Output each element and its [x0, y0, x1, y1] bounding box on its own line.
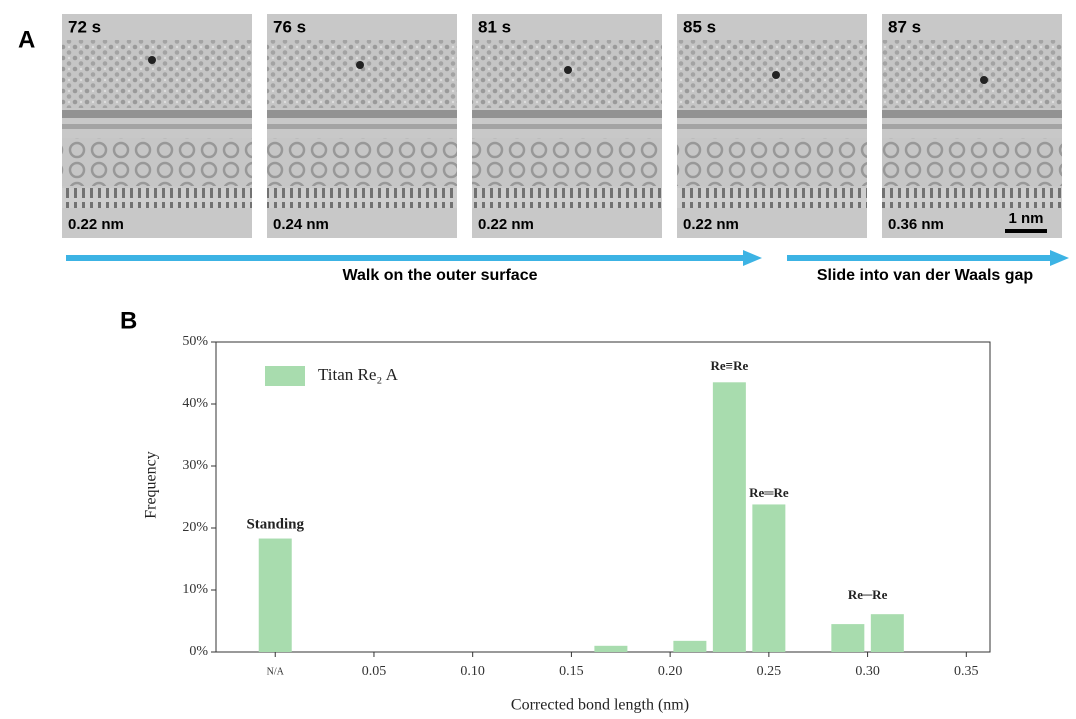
wall-band: [882, 124, 1062, 129]
y-tick-label: 30%: [182, 458, 208, 473]
frame-bond-length: 0.24 nm: [273, 216, 329, 233]
x-tick-label: 0.20: [658, 664, 683, 679]
x-tick-label: 0.10: [460, 664, 485, 679]
arrow-head: [743, 250, 762, 266]
y-axis-title: Frequency: [143, 451, 160, 519]
x-tick-label: N/A: [267, 666, 285, 677]
wall-band: [267, 124, 457, 129]
legend-swatch: [265, 366, 305, 386]
annotation: Re≡Re: [711, 358, 749, 373]
atom-pair: [772, 71, 780, 79]
y-tick-label: 10%: [182, 582, 208, 597]
ring-region: [472, 138, 662, 186]
atom-pair: [980, 76, 988, 84]
annotation: Re─Re: [848, 587, 888, 602]
y-tick-label: 20%: [182, 520, 208, 535]
panel-label: B: [120, 307, 137, 334]
panel-label: A: [18, 26, 35, 53]
frame-time: 72 s: [68, 17, 101, 36]
x-tick-label: 0.15: [559, 664, 584, 679]
stripe-region: [677, 188, 867, 208]
ring-region: [677, 138, 867, 186]
lattice-region: [62, 40, 252, 108]
chart: 0% 10% 20% 30% 40% 50% N/A 0.05 0.10 0.15 0.20 0.25…: [182, 334, 991, 679]
scale-bar-label: 1 nm: [1008, 210, 1043, 227]
atom-pair: [564, 66, 572, 74]
frame-bond-length: 0.36 nm: [888, 216, 944, 233]
stripe-region: [882, 188, 1062, 208]
lattice-region: [472, 40, 662, 108]
bar: [594, 645, 628, 652]
x-tick-label: 0.25: [757, 664, 782, 679]
legend-label: Titan Re₂ A: [318, 365, 399, 384]
frame-bond-length: 0.22 nm: [478, 216, 534, 233]
frame-bond-length: 0.22 nm: [68, 216, 124, 233]
ring-region: [62, 138, 252, 186]
bar: [712, 382, 746, 652]
wall-band: [882, 110, 1062, 118]
wall-band: [472, 124, 662, 129]
lattice-region: [882, 40, 1062, 108]
wall-band: [62, 110, 252, 118]
x-tick-label: 0.35: [954, 664, 979, 679]
bar: [870, 614, 904, 652]
stripe-region: [267, 188, 457, 208]
bar: [752, 504, 786, 652]
ring-region: [267, 138, 457, 186]
frame-time: 85 s: [683, 17, 716, 36]
arrow-label: Walk on the outer surface: [343, 267, 538, 284]
x-tick-label: 0.30: [855, 664, 880, 679]
arrow-head: [1050, 250, 1069, 266]
annotation: Re═Re: [749, 485, 789, 500]
lattice-region: [677, 40, 867, 108]
stripe-region: [472, 188, 662, 208]
bar: [673, 640, 707, 652]
frame-time: 81 s: [478, 17, 511, 36]
frame-bond-length: 0.22 nm: [683, 216, 739, 233]
annotation: Standing: [246, 516, 304, 532]
y-tick-label: 0%: [189, 644, 208, 659]
stripe-region: [62, 188, 252, 208]
y-tick-label: 40%: [182, 396, 208, 411]
x-tick-label: 0.05: [362, 664, 387, 679]
x-axis-title: Corrected bond length (nm): [511, 697, 689, 714]
atom-pair: [148, 56, 156, 64]
lattice-region: [267, 40, 457, 108]
bar: [258, 538, 292, 652]
wall-band: [472, 110, 662, 118]
image-strip: 72 s 0.22 nm 76 s 0.24 nm 81 s 0.22 nm 85 s 0.2…: [62, 14, 1062, 238]
arrow-label: Slide into van der Waals gap: [817, 267, 1034, 284]
wall-band: [62, 124, 252, 129]
ring-region: [882, 138, 1062, 186]
wall-band: [267, 110, 457, 118]
wall-band: [677, 110, 867, 118]
atom-pair: [356, 61, 364, 69]
wall-band: [677, 124, 867, 129]
bar: [831, 624, 865, 652]
frame-time: 76 s: [273, 17, 306, 36]
y-tick-label: 50%: [182, 334, 208, 349]
plot-frame: [215, 341, 991, 653]
frame-time: 87 s: [888, 17, 921, 36]
